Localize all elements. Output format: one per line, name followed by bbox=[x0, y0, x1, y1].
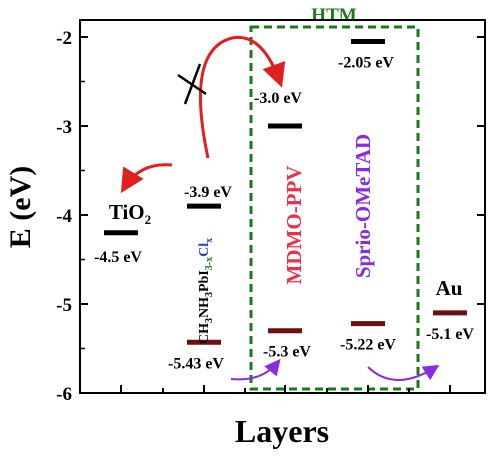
energy-level-label-3: -3.0 eV bbox=[254, 90, 302, 107]
y-tick-label-3: -5 bbox=[56, 295, 72, 316]
block-cross-line-2 bbox=[183, 63, 202, 105]
energy-level-label-5: -2.05 eV bbox=[338, 54, 394, 71]
y-tick-label-2: -4 bbox=[56, 206, 72, 227]
hole-arrow-to-mdmo bbox=[230, 358, 281, 381]
electron-arrow-blocked bbox=[198, 35, 286, 159]
x-axis-ticks bbox=[120, 385, 451, 393]
material-name-perovskite: CH3NH3PbI3-xClx bbox=[197, 238, 215, 344]
energy-level-label-6: -5.22 eV bbox=[340, 337, 396, 354]
energy-levels: -4.5 eV -3.9 eV -5.43 eV -3.0 eV -5.3 eV -2.0… bbox=[94, 38, 474, 372]
energy-level-label-1: -3.9 eV bbox=[184, 184, 232, 201]
y-tick-label-1: -3 bbox=[56, 117, 72, 138]
y-tick-label-0: -2 bbox=[56, 28, 72, 49]
y-axis-ticks: -2 -3 -4 -5 -6 bbox=[56, 28, 485, 405]
material-names: TiO2 CH3NH3PbI3-xClx MDMO-PPV Sprio-OMeTAD A… bbox=[109, 134, 463, 344]
y-axis-label: E (eV) bbox=[4, 166, 37, 248]
htm-box bbox=[249, 25, 420, 391]
energy-level-label-2: -5.43 eV bbox=[168, 355, 224, 372]
material-name-au: Au bbox=[436, 276, 463, 300]
plot-frame bbox=[79, 19, 486, 394]
energy-level-label-4: -5.3 eV bbox=[263, 344, 311, 361]
x-axis-label: Layers bbox=[235, 413, 329, 449]
electron-arrow-to-tio2 bbox=[120, 163, 173, 194]
material-name-sprio-ometad: Sprio-OMeTAD bbox=[351, 134, 375, 278]
material-name-mdmo-ppv: MDMO-PPV bbox=[282, 166, 306, 285]
transfer-arrows bbox=[120, 35, 440, 381]
energy-level-label-7: -5.1 eV bbox=[426, 326, 474, 343]
material-name-tio2: TiO2 bbox=[109, 200, 151, 227]
htm-label: HTM bbox=[311, 5, 356, 26]
y-tick-label-4: -6 bbox=[56, 384, 72, 405]
hole-arrow-to-au bbox=[367, 364, 440, 381]
energy-level-label-0: -4.5 eV bbox=[94, 249, 142, 266]
